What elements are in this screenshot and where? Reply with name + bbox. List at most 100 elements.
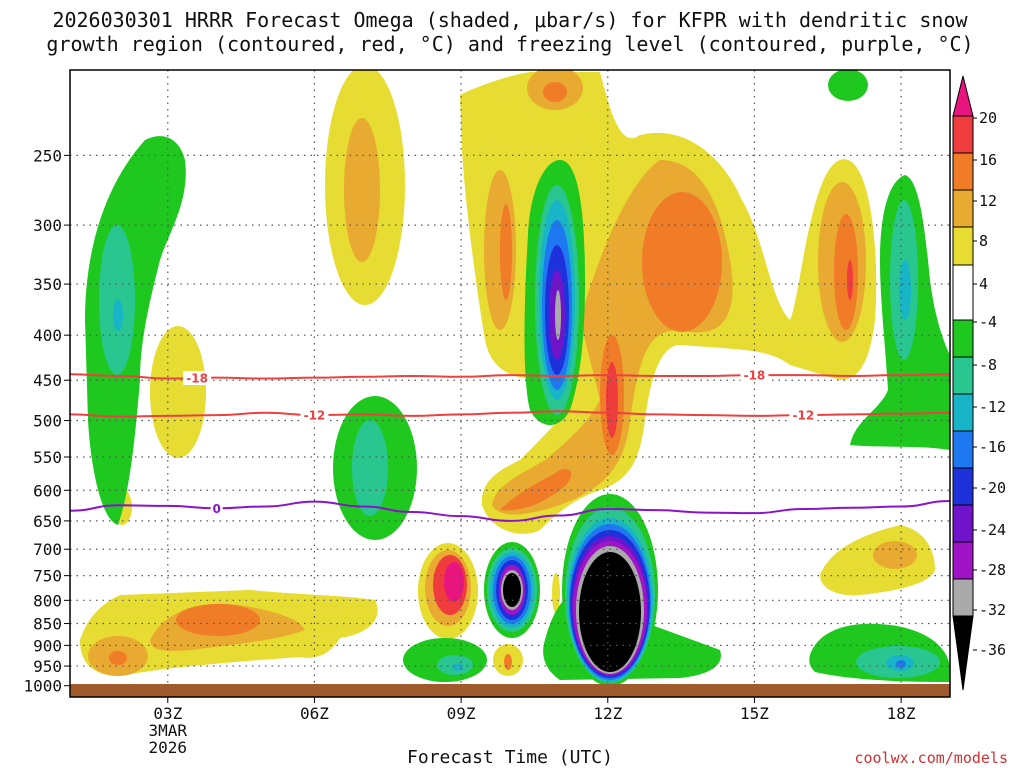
colorbar-label: 8 [979,232,988,250]
y-tick-label: 400 [33,326,62,345]
contour-label: -12 [792,409,814,423]
colorbar-swatch [952,467,974,506]
y-tick-label: 950 [33,657,62,676]
omega-region-black [579,552,641,672]
omega-region-orange [834,214,858,330]
omega-region-orange [642,192,722,332]
ground-surface [70,684,950,697]
colorbar-label: -32 [979,601,1006,619]
y-tick-label: 850 [33,615,62,634]
omega-region-gray [555,290,561,340]
omega-region-blue [896,660,906,668]
omega-region-orange [504,654,512,670]
omega-region-magenta [444,562,464,602]
colorbar-label: -36 [979,641,1006,659]
omega-region-cyan [452,663,464,671]
x-tick-label: 06Z [300,704,329,723]
colorbar-swatch [952,319,974,358]
colorbar-swatch [952,264,974,321]
contour-label: -18 [186,372,208,386]
colorbar-label: -12 [979,398,1006,416]
y-tick-label: 1000 [23,677,62,696]
colorbar-label: 4 [979,275,988,293]
colorbar-swatch [952,541,974,580]
credit-text: coolwx.com/models [854,749,1008,767]
colorbar-label: -4 [979,313,997,331]
contour-label: -12 [304,409,326,423]
omega-region-orange [176,604,260,636]
y-tick-label: 600 [33,481,62,500]
x-tick-label: 03Z [153,704,182,723]
omega-region-yellow [552,573,560,613]
colorbar-swatch [952,226,974,266]
y-tick-label: 500 [33,412,62,431]
colorbar-label: 20 [979,109,997,127]
x-tick-year: 2026 [149,738,188,757]
contour-lines: -18 -18 -12 -12 0 [69,368,951,522]
omega-region-black [503,573,521,607]
colorbar-bottom-arrow [952,615,974,691]
omega-region-cyan [113,299,123,331]
omega-shading [80,70,950,686]
colorbar-swatch [952,430,974,469]
contour-label-bg [183,371,212,386]
colorbar: 20 16 12 8 4 -4 -8 -12 -16 -20 -24 -28 -32 -36 [952,75,1006,691]
contour-label: -18 [744,369,766,383]
omega-region-red [606,362,618,438]
colorbar-swatch [952,504,974,543]
contour-label-bg [789,408,818,423]
colorbar-swatch [952,115,974,154]
plot-frame [69,69,951,698]
omega-region-green [828,70,868,101]
contour-label-bg [740,368,769,383]
x-tick-label: 09Z [447,704,476,723]
chart-title-line-1: 2026030301 HRRR Forecast Omega (shaded, … [52,8,968,32]
colorbar-label: 12 [979,192,997,210]
colorbar-label: -8 [979,356,997,374]
colorbar-swatch [952,356,974,395]
colorbar-label: -24 [979,521,1006,539]
y-tick-label: 300 [33,216,62,235]
y-tick-label: 750 [33,567,62,586]
gridlines [70,70,950,697]
contour-label-bg [210,501,223,516]
colorbar-swatch [952,393,974,432]
y-tick-label: 700 [33,540,62,559]
colorbar-label: 16 [979,151,997,169]
x-tick-date: 3MAR [149,721,188,740]
omega-region-orange [543,82,567,102]
y-tick-label: 650 [33,512,62,531]
y-tick-label: 450 [33,371,62,390]
omega-region-amber [873,541,917,569]
omega-region-orange [109,651,127,665]
colorbar-swatch [952,189,974,228]
x-tick-label: 18Z [887,704,916,723]
colorbar-label: -20 [979,479,1006,497]
x-tick-label: 15Z [740,704,769,723]
y-tick-label: 900 [33,636,62,655]
omega-region-teal [352,420,388,516]
omega-region-yellow [150,326,206,458]
colorbar-top-arrow [952,75,974,117]
dgz-contour-minus18 [69,373,951,380]
omega-region-cyan [899,260,911,320]
omega-region-red [847,260,853,300]
colorbar-label: -16 [979,438,1006,456]
y-tick-label: 800 [33,591,62,610]
omega-region-orange [500,204,512,300]
chart-title-line-2: growth region (contoured, red, °C) and f… [46,32,973,56]
y-tick-label: 550 [33,448,62,467]
x-tick-label: 12Z [593,704,622,723]
y-tick-label: 250 [33,146,62,165]
contour-label: 0 [212,502,220,516]
colorbar-label: -28 [979,561,1006,579]
y-axis: 250 300 350 400 450 500 550 600 650 700 750 800 850 9… [23,146,70,696]
omega-region-orange [500,469,572,511]
omega-region-amber [344,118,380,262]
colorbar-swatch [952,578,974,617]
x-axis-title: Forecast Time (UTC) [407,747,613,768]
contour-label-bg [300,408,329,423]
colorbar-swatch [952,152,974,191]
